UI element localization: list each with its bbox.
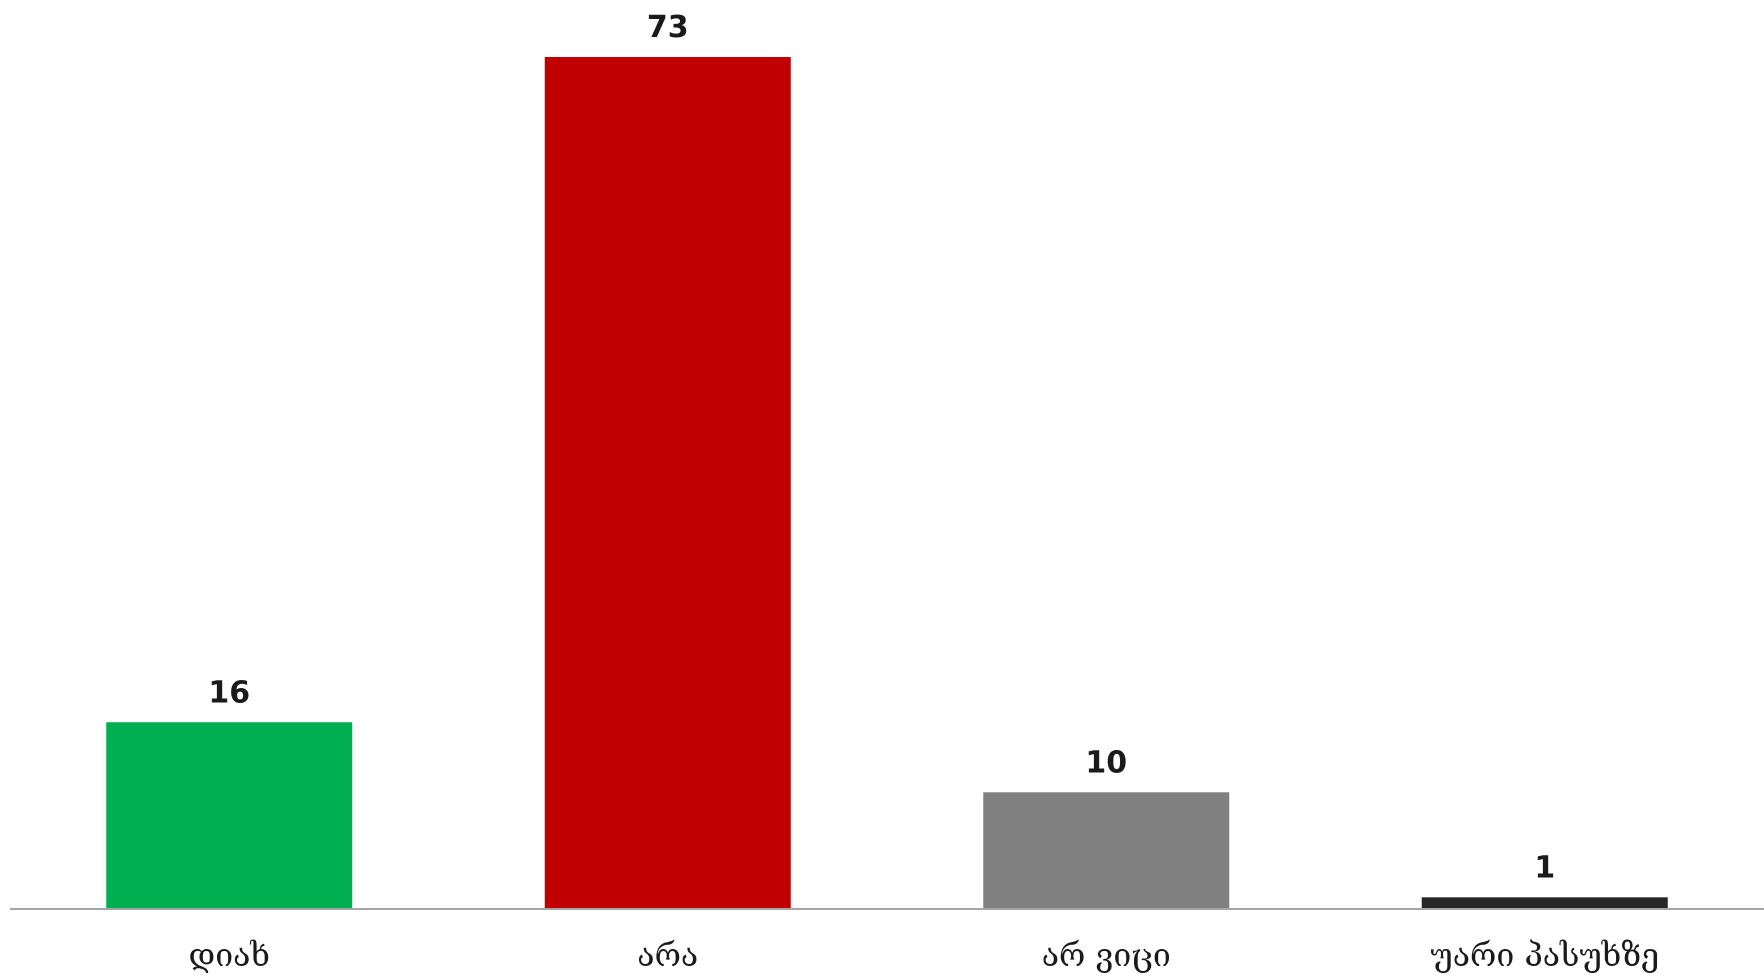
bar-1: [106, 722, 353, 909]
data-label-3: 10: [1085, 745, 1127, 780]
bar-2: [544, 57, 791, 909]
bars-group: [106, 57, 1668, 909]
category-label-4: უარი პასუხზე: [1430, 936, 1659, 974]
category-label-3: არ ვიცი: [1042, 936, 1171, 974]
value-labels-group: 16 73 10 1: [208, 10, 1555, 885]
bar-4: [1421, 897, 1668, 909]
bar-3: [983, 792, 1230, 909]
category-label-1: დიახ: [189, 936, 270, 974]
category-label-2: არა: [637, 936, 698, 974]
data-label-2: 73: [647, 10, 689, 45]
data-label-1: 16: [208, 675, 250, 710]
category-labels-group: დიახ არა არ ვიცი უარი პასუხზე: [189, 936, 1660, 974]
data-label-4: 1: [1534, 850, 1555, 885]
